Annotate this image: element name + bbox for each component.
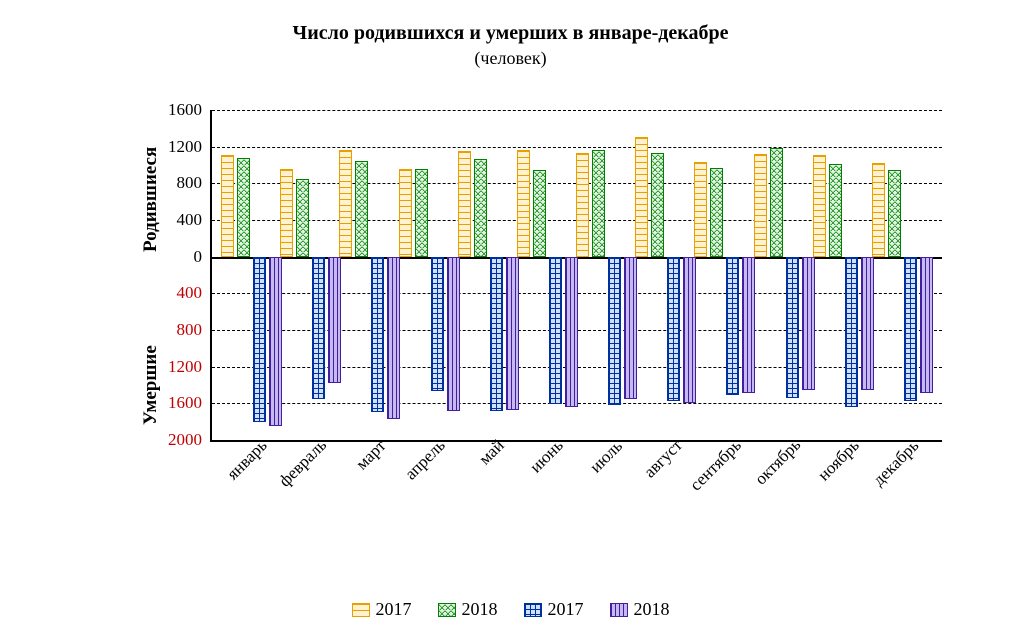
x-tick-label: июль <box>586 436 627 477</box>
y-tick-label: 800 <box>177 320 203 340</box>
bar-births2018 <box>651 153 664 257</box>
bar-deaths2017 <box>431 257 444 392</box>
bar-births2017 <box>754 154 767 257</box>
bar-deaths2017 <box>904 257 917 402</box>
bar-births2018 <box>474 159 487 257</box>
bar-deaths2017 <box>845 257 858 407</box>
legend-label: 2017 <box>548 599 584 620</box>
y-tick-label: 1200 <box>168 137 202 157</box>
legend-item-births-2018: 2018 <box>438 599 498 620</box>
bar-deaths2018 <box>565 257 578 407</box>
y-tick-label: 0 <box>194 247 203 267</box>
x-tick-label: декабрь <box>869 436 923 490</box>
bar-births2017 <box>872 163 885 256</box>
bar-births2018 <box>355 161 368 256</box>
bar-deaths2017 <box>726 257 739 395</box>
bar-deaths2017 <box>312 257 325 399</box>
chart-subtitle: (человек) <box>0 48 1021 69</box>
bar-births2018 <box>533 170 546 256</box>
bar-deaths2017 <box>549 257 562 405</box>
bar-deaths2018 <box>506 257 519 410</box>
legend-swatch-icon <box>438 603 456 617</box>
y-tick-label: 800 <box>177 173 203 193</box>
bar-deaths2018 <box>269 257 282 427</box>
chart-container: Число родившихся и умерших в январе-дека… <box>0 0 1021 642</box>
bar-births2017 <box>339 150 352 256</box>
bar-births2018 <box>829 164 842 257</box>
bar-births2018 <box>770 148 783 256</box>
bar-births2017 <box>517 150 530 256</box>
bar-births2017 <box>458 151 471 256</box>
bar-births2017 <box>576 153 589 257</box>
bar-deaths2018 <box>624 257 637 399</box>
y-tick-label: 1200 <box>168 357 202 377</box>
bar-births2017 <box>221 155 234 257</box>
y-axis-label-births: Родившиеся <box>140 146 162 251</box>
legend-swatch-icon <box>352 603 370 617</box>
plot-area: 040080012001600400800120016002000январьф… <box>210 110 942 442</box>
x-tick-label: январь <box>223 436 271 484</box>
bar-births2018 <box>888 170 901 256</box>
y-tick-label: 400 <box>177 210 203 230</box>
bar-deaths2017 <box>253 257 266 422</box>
bar-births2018 <box>237 158 250 257</box>
x-tick-label: ноябрь <box>814 436 863 485</box>
bar-deaths2018 <box>861 257 874 390</box>
legend-swatch-icon <box>610 603 628 617</box>
legend-label: 2017 <box>376 599 412 620</box>
bar-deaths2018 <box>387 257 400 419</box>
bar-births2018 <box>296 179 309 257</box>
x-tick-label: июнь <box>526 436 567 477</box>
bar-deaths2018 <box>742 257 755 394</box>
bar-births2018 <box>710 168 723 257</box>
x-tick-label: сентябрь <box>686 435 746 495</box>
y-tick-label: 1600 <box>168 100 202 120</box>
bar-births2018 <box>415 169 428 257</box>
legend-swatch-icon <box>524 603 542 617</box>
legend-item-deaths-2018: 2018 <box>610 599 670 620</box>
bar-deaths2018 <box>447 257 460 411</box>
x-tick-label: март <box>352 436 390 474</box>
bar-deaths2017 <box>786 257 799 398</box>
y-tick-label: 1600 <box>168 393 202 413</box>
legend-item-births-2017: 2017 <box>352 599 412 620</box>
x-tick-label: февраль <box>275 436 331 492</box>
bar-deaths2018 <box>802 257 815 391</box>
x-tick-label: апрель <box>401 436 450 485</box>
bar-deaths2018 <box>920 257 933 394</box>
bar-births2017 <box>694 162 707 256</box>
bar-deaths2017 <box>667 257 680 402</box>
bar-deaths2017 <box>490 257 503 411</box>
x-tick-label: август <box>640 436 687 483</box>
bar-deaths2017 <box>371 257 384 412</box>
bar-deaths2018 <box>328 257 341 384</box>
bar-deaths2018 <box>683 257 696 404</box>
legend-label: 2018 <box>634 599 670 620</box>
legend: 2017 2018 2017 2018 <box>0 599 1021 620</box>
bar-births2017 <box>813 155 826 257</box>
bar-births2018 <box>592 150 605 256</box>
bar-births2017 <box>280 169 293 257</box>
y-tick-label: 2000 <box>168 430 202 450</box>
chart-title: Число родившихся и умерших в январе-дека… <box>0 22 1021 45</box>
legend-item-deaths-2017: 2017 <box>524 599 584 620</box>
bar-deaths2017 <box>608 257 621 406</box>
x-tick-label: октябрь <box>751 435 805 489</box>
bar-births2017 <box>635 137 648 257</box>
y-axis-label-deaths: Умершие <box>140 345 162 425</box>
y-tick-label: 400 <box>177 283 203 303</box>
legend-label: 2018 <box>462 599 498 620</box>
bar-births2017 <box>399 169 412 257</box>
